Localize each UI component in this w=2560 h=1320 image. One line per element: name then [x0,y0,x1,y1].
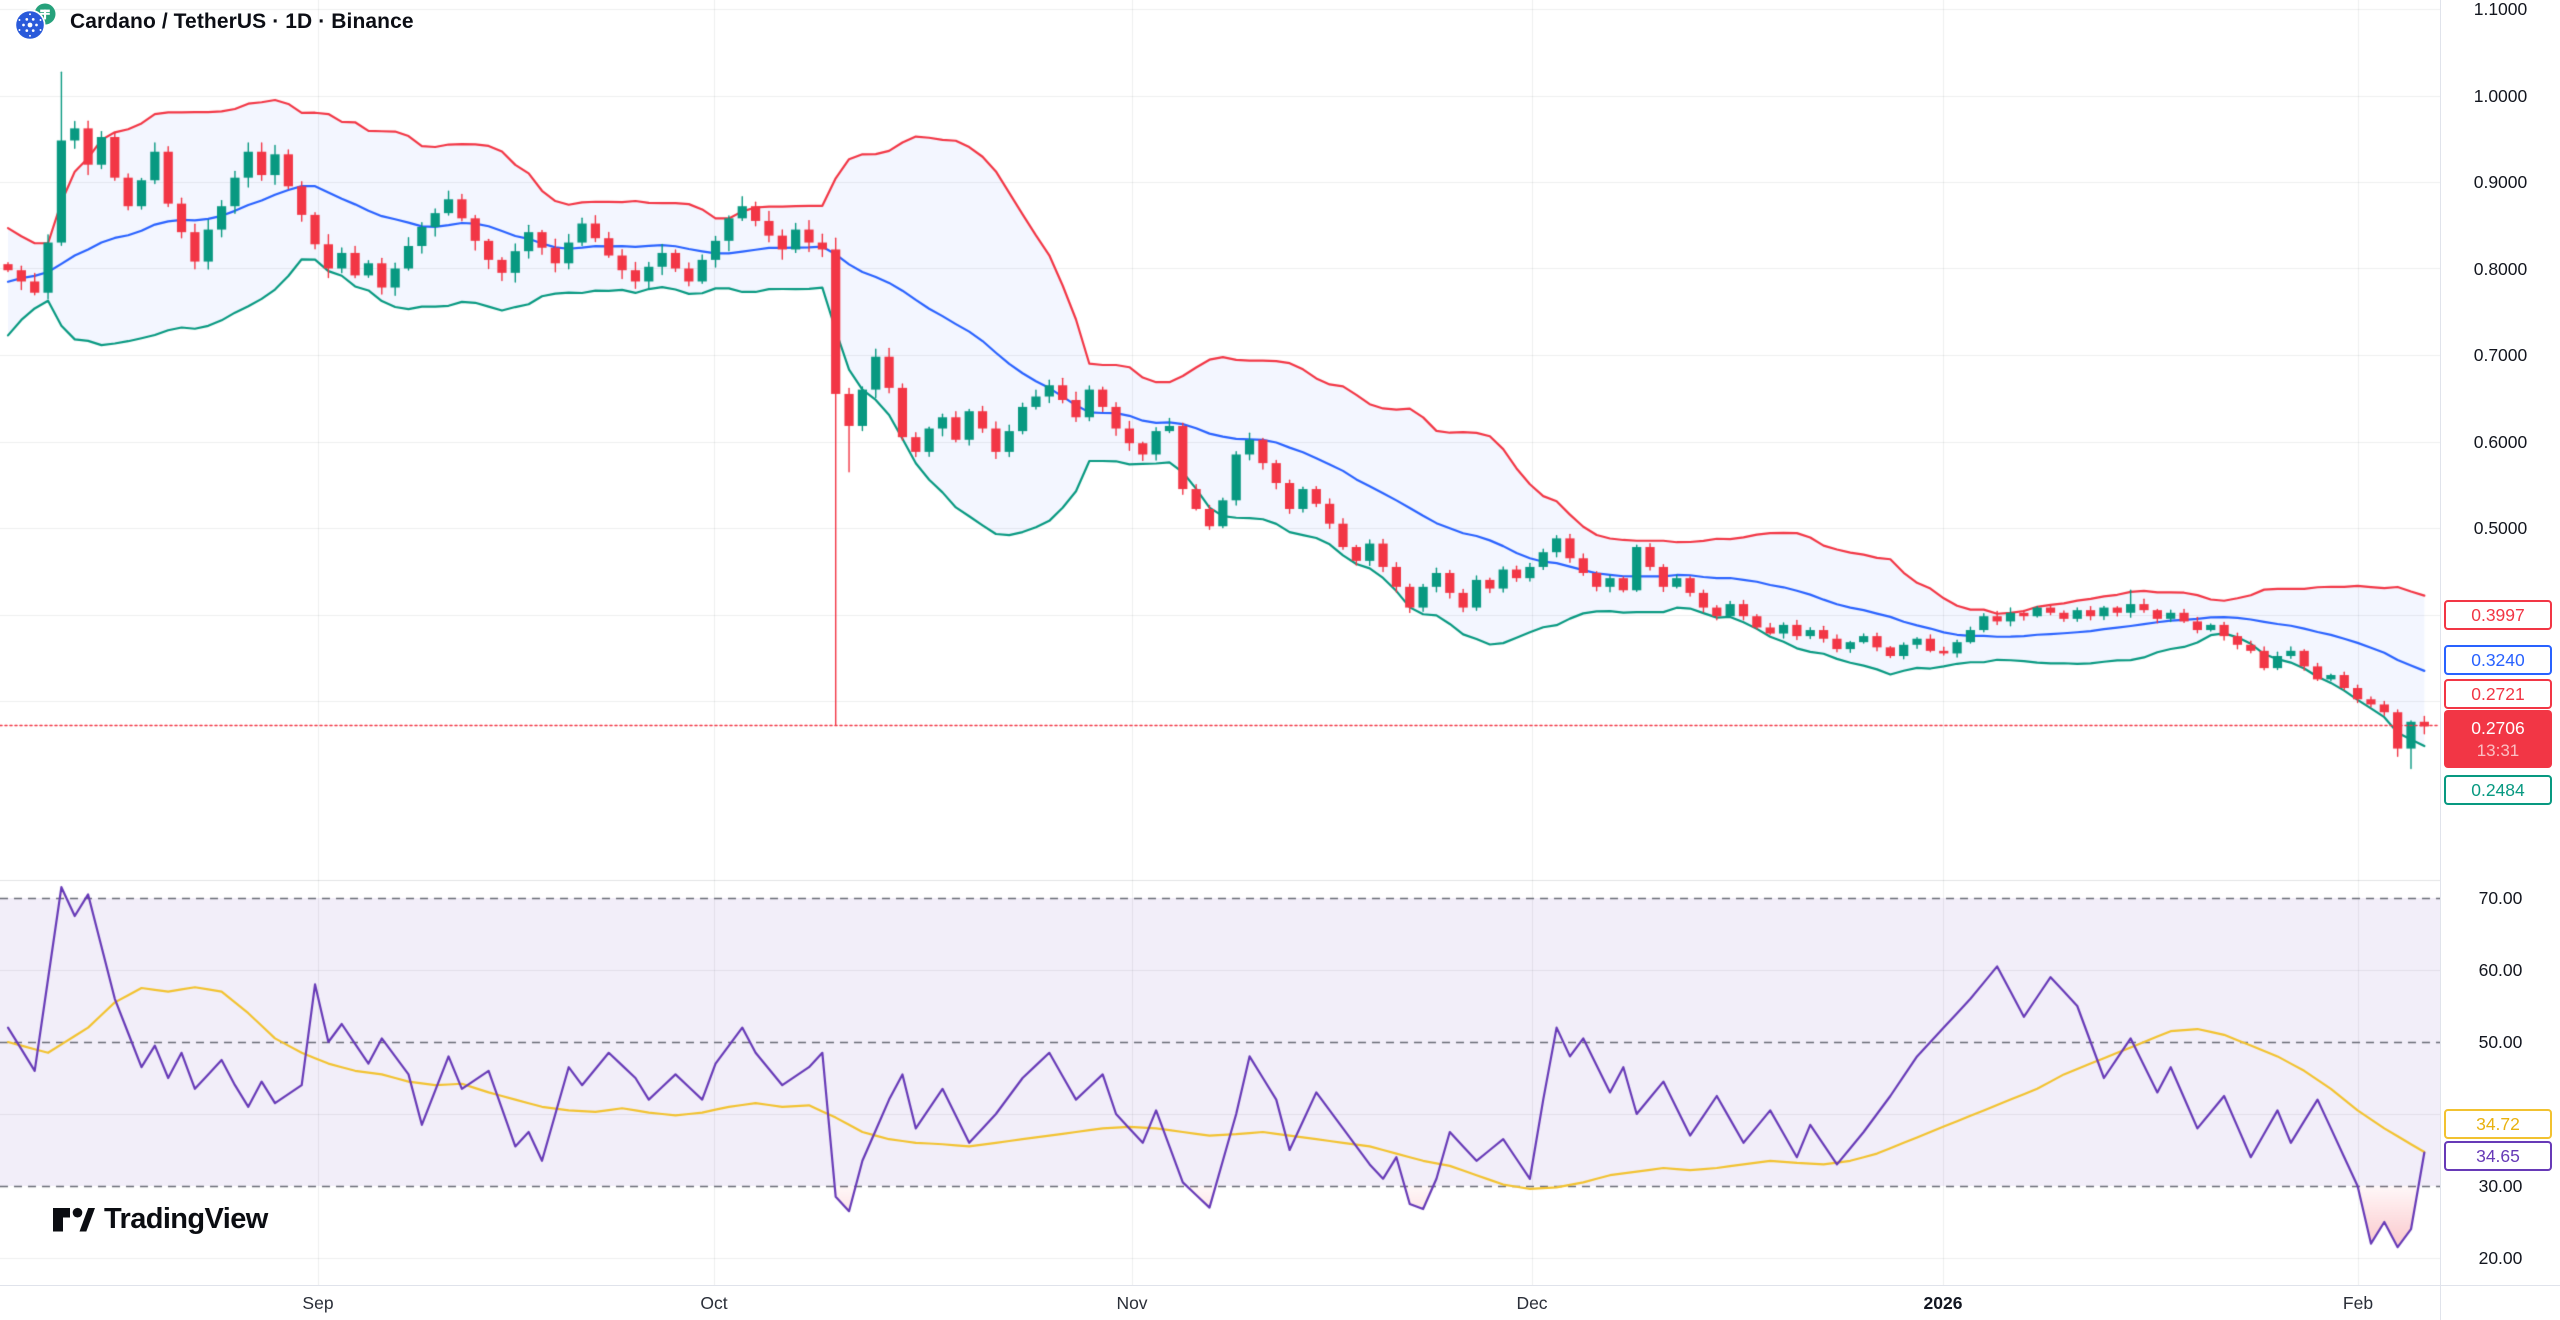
axis-corner [2440,1285,2560,1320]
rsi-value-box: 34.65 [2444,1141,2552,1171]
price-tick-label: 1.1000 [2473,0,2528,19]
price-tick-label: 0.7000 [2473,345,2528,365]
cardano-tether-pair-icon [14,3,56,41]
price-tick-label: 0.6000 [2473,431,2528,452]
symbol-header[interactable]: Cardano / TetherUS · 1D · Binance [12,2,414,42]
chart-plot-area[interactable] [0,0,2440,1285]
time-tick-label: Feb [2342,1293,2374,1313]
tradingview-logo-text: TradingView [104,1203,268,1235]
rsi-ma-value-box: 34.72 [2444,1109,2552,1139]
price-line-value-box: 0.2721 [2444,679,2552,709]
time-tick-label: Nov [1116,1293,1148,1313]
bb-upper-value-box: 0.3997 [2444,600,2552,630]
rsi-tick-label: 50.00 [2478,1032,2523,1052]
rsi-tick-label: 60.00 [2478,960,2523,980]
time-tick-label: Sep [302,1293,334,1313]
time-scale-axis[interactable]: Sep Oct Nov Dec 2026 Feb [0,1285,2440,1320]
last-price-value: 0.2706 [2471,718,2525,738]
rsi-tick-label: 20.00 [2478,1248,2523,1268]
tradingview-watermark[interactable]: TradingView [52,1203,268,1236]
price-tick-label: 1.0000 [2473,85,2528,106]
symbol-title[interactable]: Cardano / TetherUS · 1D · Binance [70,10,414,33]
tradingview-logo-icon [53,1207,95,1231]
price-tick-label: 0.8000 [2473,258,2528,279]
rsi-tick-label: 30.00 [2478,1176,2523,1196]
last-price-box: 0.2706 13:31 [2444,710,2552,768]
time-tick-label: 2026 [1923,1293,1963,1313]
time-tick-label: Dec [1516,1293,1548,1313]
time-tick-label: Oct [700,1293,728,1313]
bb-lower-value-box: 0.2484 [2444,775,2552,805]
bb-basis-value-box: 0.3240 [2444,645,2552,675]
bar-close-countdown: 13:31 [2476,741,2520,760]
price-tick-label: 0.9000 [2473,172,2528,192]
price-scale-axis[interactable]: 0.3997 0.3240 0.2721 0.2706 13:31 0.2484… [2440,0,2560,1285]
rsi-tick-label: 70.00 [2478,888,2523,908]
price-tick-label: 0.5000 [2473,518,2528,538]
